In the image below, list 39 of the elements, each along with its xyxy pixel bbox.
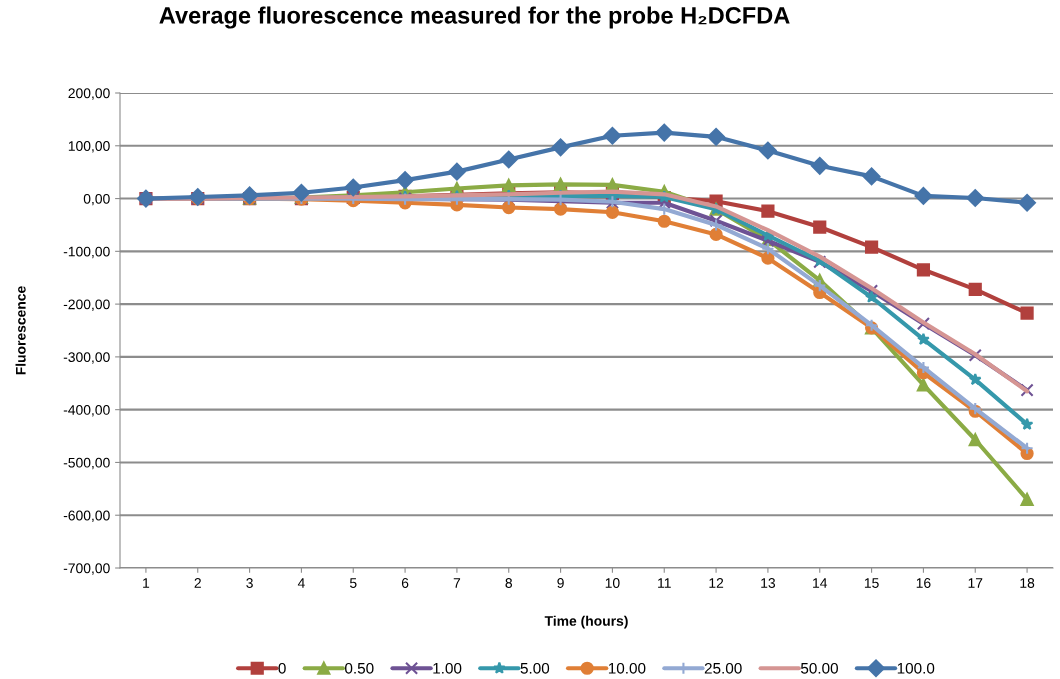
- x-tick-label: 5: [349, 578, 357, 588]
- x-tick-label: 6: [401, 578, 409, 588]
- x-tick-label: 16: [916, 578, 931, 588]
- x-tick-label: 3: [246, 578, 253, 588]
- x-tick-label: 15: [864, 578, 879, 588]
- legend-label: 0.50: [345, 662, 374, 674]
- y-tick-label: -500,00: [63, 457, 110, 470]
- x-axis-title: Time (hours): [544, 615, 628, 629]
- x-tick-label: 10: [605, 578, 620, 588]
- chart-title: Average fluorescence measured for the probe H₂DCFDA: [159, 6, 790, 29]
- x-tick-label: 18: [1020, 578, 1035, 588]
- y-axis-title: Fluorescence: [15, 286, 26, 375]
- x-tick-label: 9: [557, 578, 564, 588]
- x-tick-label: 17: [968, 578, 983, 588]
- legend-label: 10.00: [608, 662, 646, 674]
- x-tick-label: 2: [194, 578, 201, 588]
- y-tick-label: 0,00: [83, 193, 110, 206]
- legend-label: 25.00: [704, 662, 742, 674]
- y-tick-label: -100,00: [63, 246, 110, 259]
- x-tick-label: 11: [658, 578, 671, 588]
- y-tick-label: -400,00: [63, 405, 110, 417]
- x-tick-label: 12: [709, 578, 724, 588]
- y-tick-label: -600,00: [63, 510, 110, 523]
- x-tick-label: 7: [453, 578, 461, 588]
- legend-label: 5.00: [520, 662, 550, 674]
- legend-label: 0: [278, 662, 286, 674]
- x-tick-label: 4: [297, 578, 305, 588]
- y-tick-label: 200,00: [68, 88, 110, 100]
- y-tick-label: -300,00: [63, 352, 110, 364]
- y-tick-label: 100,00: [68, 141, 110, 153]
- legend-label: 50.00: [800, 662, 838, 674]
- legend-label: 100.0: [897, 662, 935, 674]
- x-tick-label: 8: [505, 578, 513, 588]
- x-tick-label: 14: [813, 578, 828, 588]
- x-tick-label: 13: [761, 578, 776, 588]
- y-tick-label: -700,00: [63, 563, 110, 575]
- x-tick-label: 1: [143, 578, 150, 588]
- legend-label: 1.00: [433, 662, 462, 674]
- y-tick-label: -200,00: [63, 299, 110, 311]
